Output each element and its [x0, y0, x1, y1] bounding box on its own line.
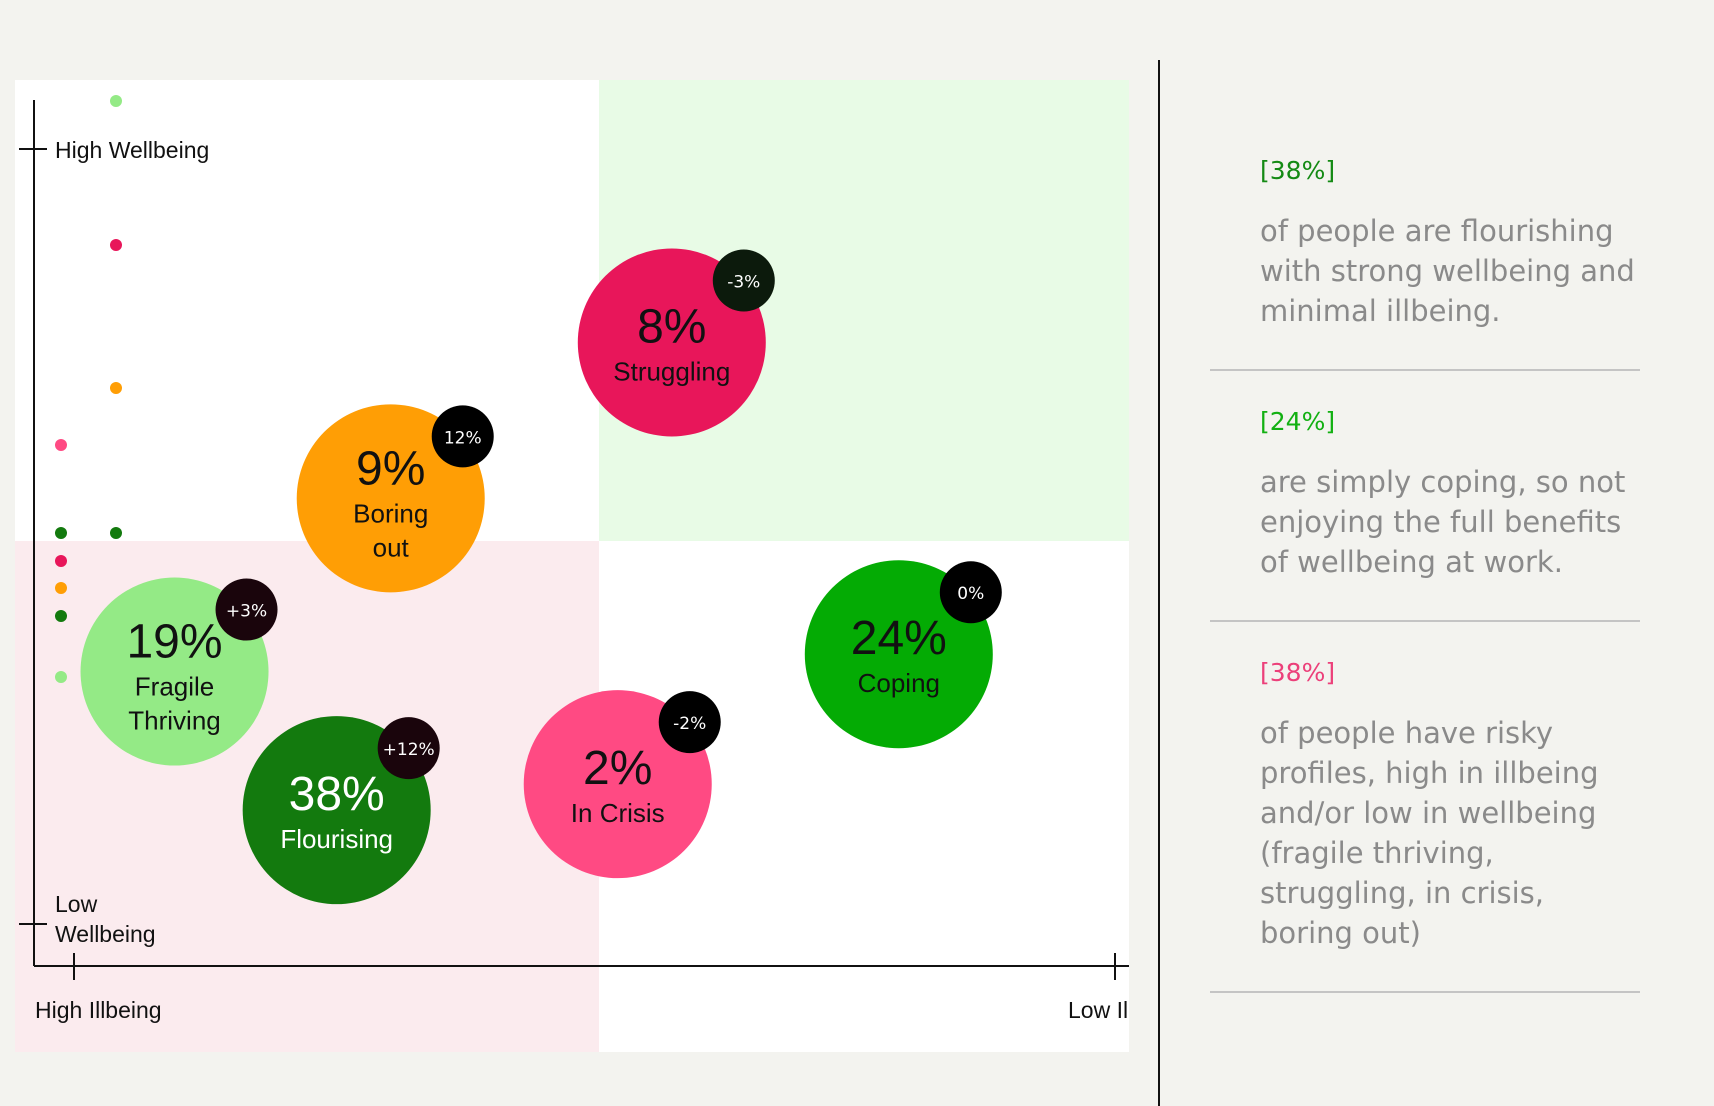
change-badge — [377, 717, 440, 780]
legend-dot — [110, 382, 122, 394]
bubbles: 8%Struggling -3% 9%Boring out 12% 19%Fragile T… — [80, 248, 1002, 905]
y-label-low: Low Wellbeing — [55, 891, 156, 947]
bubble: 8%Struggling -3% — [577, 248, 775, 437]
stat-coping: [24%] are simply coping, so not enjoying… — [1210, 371, 1640, 582]
bubble-value: 9% — [356, 442, 425, 495]
change-badge-label: +12% — [383, 740, 435, 760]
change-badge — [712, 249, 775, 312]
change-badge — [658, 691, 721, 754]
divider-rule — [1210, 620, 1640, 622]
legend-dot — [110, 527, 122, 539]
legend-dot — [55, 610, 67, 622]
bubble-label: out — [373, 532, 410, 562]
bubble-label: Flourising — [280, 824, 393, 854]
change-badge-label: 0% — [957, 584, 984, 604]
bubble-label: In Crisis — [571, 798, 665, 828]
wellbeing-chart: High Wellbeing Low Wellbeing High Illbei… — [15, 80, 1129, 1052]
x-label-right: Low Illbeing — [1068, 997, 1129, 1023]
bubble-label: Thriving — [128, 706, 220, 736]
stat-value: [24%] — [1260, 407, 1336, 436]
bubble-label: Fragile — [135, 672, 214, 702]
bubble-label: Boring — [353, 498, 428, 528]
legend-dot — [55, 555, 67, 567]
change-badge-label: -2% — [673, 714, 706, 734]
y-label-low-line1: Low — [55, 891, 98, 917]
legend-dot — [55, 582, 67, 594]
y-label-high: High Wellbeing — [55, 137, 209, 163]
x-label-left: High Illbeing — [35, 997, 162, 1023]
bubble-value: 24% — [851, 612, 947, 665]
divider-rule — [1210, 369, 1640, 371]
bubble-value: 2% — [583, 742, 652, 795]
bubble-value: 8% — [637, 300, 706, 353]
change-badge — [215, 578, 278, 641]
stat-description: of people have risky profiles, high in i… — [1260, 716, 1599, 950]
bubble-value: 19% — [126, 616, 222, 669]
chart-axes: High Wellbeing Low Wellbeing High Illbei… — [19, 100, 1129, 1023]
change-badge — [939, 561, 1002, 624]
change-badge-label: 12% — [444, 428, 482, 448]
stat-flourishing: [38%] of people are flourishing with str… — [1210, 120, 1640, 331]
change-badge-label: +3% — [226, 602, 267, 622]
divider-rule — [1210, 991, 1640, 993]
bubble: 24%Coping 0% — [804, 560, 1002, 749]
chart-canvas: High Wellbeing Low Wellbeing High Illbei… — [15, 80, 1129, 1052]
stat-value: [38%] — [1260, 156, 1336, 185]
legend-dot — [55, 527, 67, 539]
bubble: 19%Fragile Thriving +3% — [80, 577, 278, 766]
stat-description: are simply coping, so not enjoying the f… — [1260, 465, 1626, 579]
stat-description: of people are flourishing with strong we… — [1260, 214, 1635, 328]
legend-dots — [55, 95, 122, 683]
stats-panel: [38%] of people are flourishing with str… — [1210, 120, 1640, 993]
bubble: 38%Flourising +12% — [242, 716, 440, 905]
legend-dot — [110, 95, 122, 107]
bubble: 9%Boring out 12% — [296, 404, 494, 593]
bubble-value: 38% — [289, 768, 385, 821]
legend-dot — [55, 439, 67, 451]
y-label-low-line2: Wellbeing — [55, 921, 156, 947]
change-badge — [431, 405, 494, 468]
stat-risky: [38%] of people have risky profiles, hig… — [1210, 622, 1640, 953]
bubble-label: Coping — [858, 668, 940, 698]
stat-value: [38%] — [1260, 658, 1336, 687]
legend-dot — [55, 671, 67, 683]
vertical-divider — [1158, 60, 1160, 1106]
bubble: 2%In Crisis -2% — [523, 690, 721, 879]
legend-dot — [110, 239, 122, 251]
bubble-label: Struggling — [613, 356, 730, 386]
change-badge-label: -3% — [727, 272, 760, 292]
